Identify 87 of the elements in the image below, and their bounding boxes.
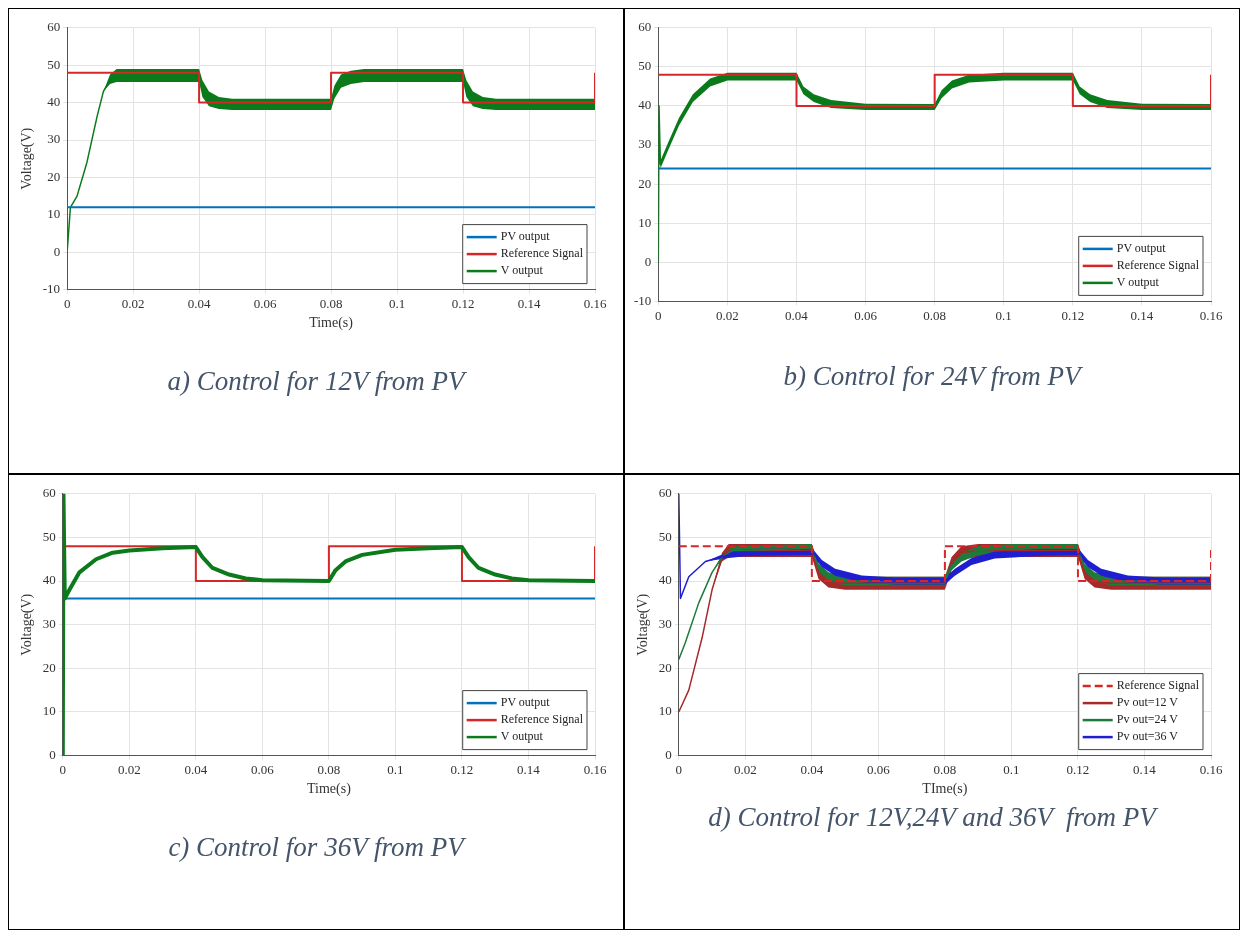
legend-label: PV output	[1116, 241, 1167, 256]
x-axis-title: Time(s)	[309, 315, 354, 332]
x-tick-label: 0.04	[785, 307, 809, 323]
y-tick-label: 20	[47, 168, 61, 184]
y-axis-title: Voltage(V)	[19, 593, 36, 656]
y-tick-label: 30	[658, 616, 672, 632]
x-tick-label: 0.12	[451, 295, 475, 311]
y-tick-label: 60	[47, 19, 61, 35]
x-tick-label: 0.06	[253, 295, 277, 311]
x-tick-label: 0	[675, 761, 683, 777]
y-tick-label: 60	[638, 19, 652, 35]
y-tick-label: 40	[42, 572, 56, 588]
x-tick-label: 0.14	[1133, 761, 1157, 777]
x-tick-label: 0.1	[995, 307, 1012, 323]
x-tick-label: 0.1	[1003, 761, 1020, 777]
y-tick-label: 10	[658, 703, 672, 719]
legend-label: Pv out=12 V	[1116, 695, 1179, 710]
legend-label: Reference Signal	[1116, 678, 1200, 693]
y-tick-label: -10	[42, 281, 61, 297]
y-tick-label: 0	[644, 253, 652, 269]
x-tick-label: 0.08	[923, 307, 947, 323]
legend-label: V output	[500, 263, 544, 278]
x-tick-label: 0.16	[1199, 761, 1223, 777]
y-tick-label: 20	[42, 659, 56, 675]
text: a) Control for 12V from PV	[166, 366, 468, 397]
legend-label: Pv out=24 V	[1116, 712, 1179, 727]
y-tick-label: 20	[638, 175, 652, 191]
legend-label: Reference Signal	[1116, 258, 1200, 273]
x-tick-label: 0.02	[733, 761, 757, 777]
y-tick-label: 10	[638, 214, 652, 230]
x-tick-label: 0.04	[187, 295, 211, 311]
x-tick-label: 0.06	[867, 761, 891, 777]
x-axis-title: TIme(s)	[922, 781, 968, 798]
y-axis-title: Voltage(V)	[635, 593, 652, 656]
y-tick-label: 0	[49, 747, 56, 763]
y-tick-label: 50	[638, 58, 652, 74]
y-tick-label: 10	[42, 703, 56, 719]
x-tick-label: 0.02	[121, 295, 145, 311]
legend-label: PV output	[500, 229, 551, 244]
x-tick-label: 0.16	[583, 295, 607, 311]
x-tick-label: 0.06	[854, 307, 878, 323]
x-tick-label: 0.02	[716, 307, 739, 323]
legend-label: Pv out=36 V	[1116, 729, 1179, 744]
y-tick-label: 40	[638, 97, 652, 113]
x-tick-label: 0.12	[450, 761, 474, 777]
x-tick-label: 0.04	[184, 761, 208, 777]
y-tick-label: 60	[42, 485, 56, 501]
x-tick-label: 0.14	[517, 761, 541, 777]
y-tick-label: 50	[47, 56, 61, 72]
text: c) Control for 36V from PV	[167, 832, 468, 863]
x-tick-label: 0.02	[117, 761, 141, 777]
text: b) Control for 24V from PV	[782, 361, 1084, 392]
y-tick-label: 40	[658, 572, 672, 588]
y-tick-label: 30	[42, 616, 56, 632]
x-tick-label: 0.12	[1066, 761, 1090, 777]
x-tick-label: 0.04	[800, 761, 824, 777]
x-axis-title: Time(s)	[306, 781, 352, 798]
y-tick-label: -10	[633, 292, 652, 308]
y-tick-label: 40	[47, 94, 61, 110]
text: d) Control for 12V,24V and 36V from PV	[707, 802, 1160, 833]
x-tick-label: 0.08	[317, 761, 341, 777]
y-tick-label: 20	[658, 659, 672, 675]
y-tick-label: 10	[47, 206, 61, 222]
y-tick-label: 30	[47, 131, 61, 147]
legend-label: Reference Signal	[500, 246, 584, 261]
x-tick-label: 0.1	[388, 295, 406, 311]
y-tick-label: 0	[665, 747, 672, 763]
y-tick-label: 0	[53, 243, 61, 259]
x-tick-label: 0.16	[583, 761, 607, 777]
x-tick-label: 0.16	[1199, 307, 1223, 323]
x-tick-label: 0.14	[1130, 307, 1154, 323]
legend-label: Reference Signal	[500, 712, 584, 727]
y-tick-label: 30	[638, 136, 652, 152]
x-tick-label: 0.08	[319, 295, 343, 311]
y-axis-title: Voltage(V)	[19, 127, 36, 190]
legend-label: PV output	[500, 695, 551, 710]
x-tick-label: 0	[63, 295, 71, 311]
x-tick-label: 0.12	[1061, 307, 1085, 323]
y-tick-label: 50	[42, 528, 56, 544]
y-tick-label: 50	[658, 528, 672, 544]
y-tick-label: 60	[658, 485, 672, 501]
legend-label: V output	[500, 729, 544, 744]
x-tick-label: 0.08	[933, 761, 957, 777]
legend-label: V output	[1116, 275, 1160, 290]
x-tick-label: 0.14	[517, 295, 541, 311]
x-tick-label: 0.1	[387, 761, 404, 777]
x-tick-label: 0.06	[251, 761, 275, 777]
